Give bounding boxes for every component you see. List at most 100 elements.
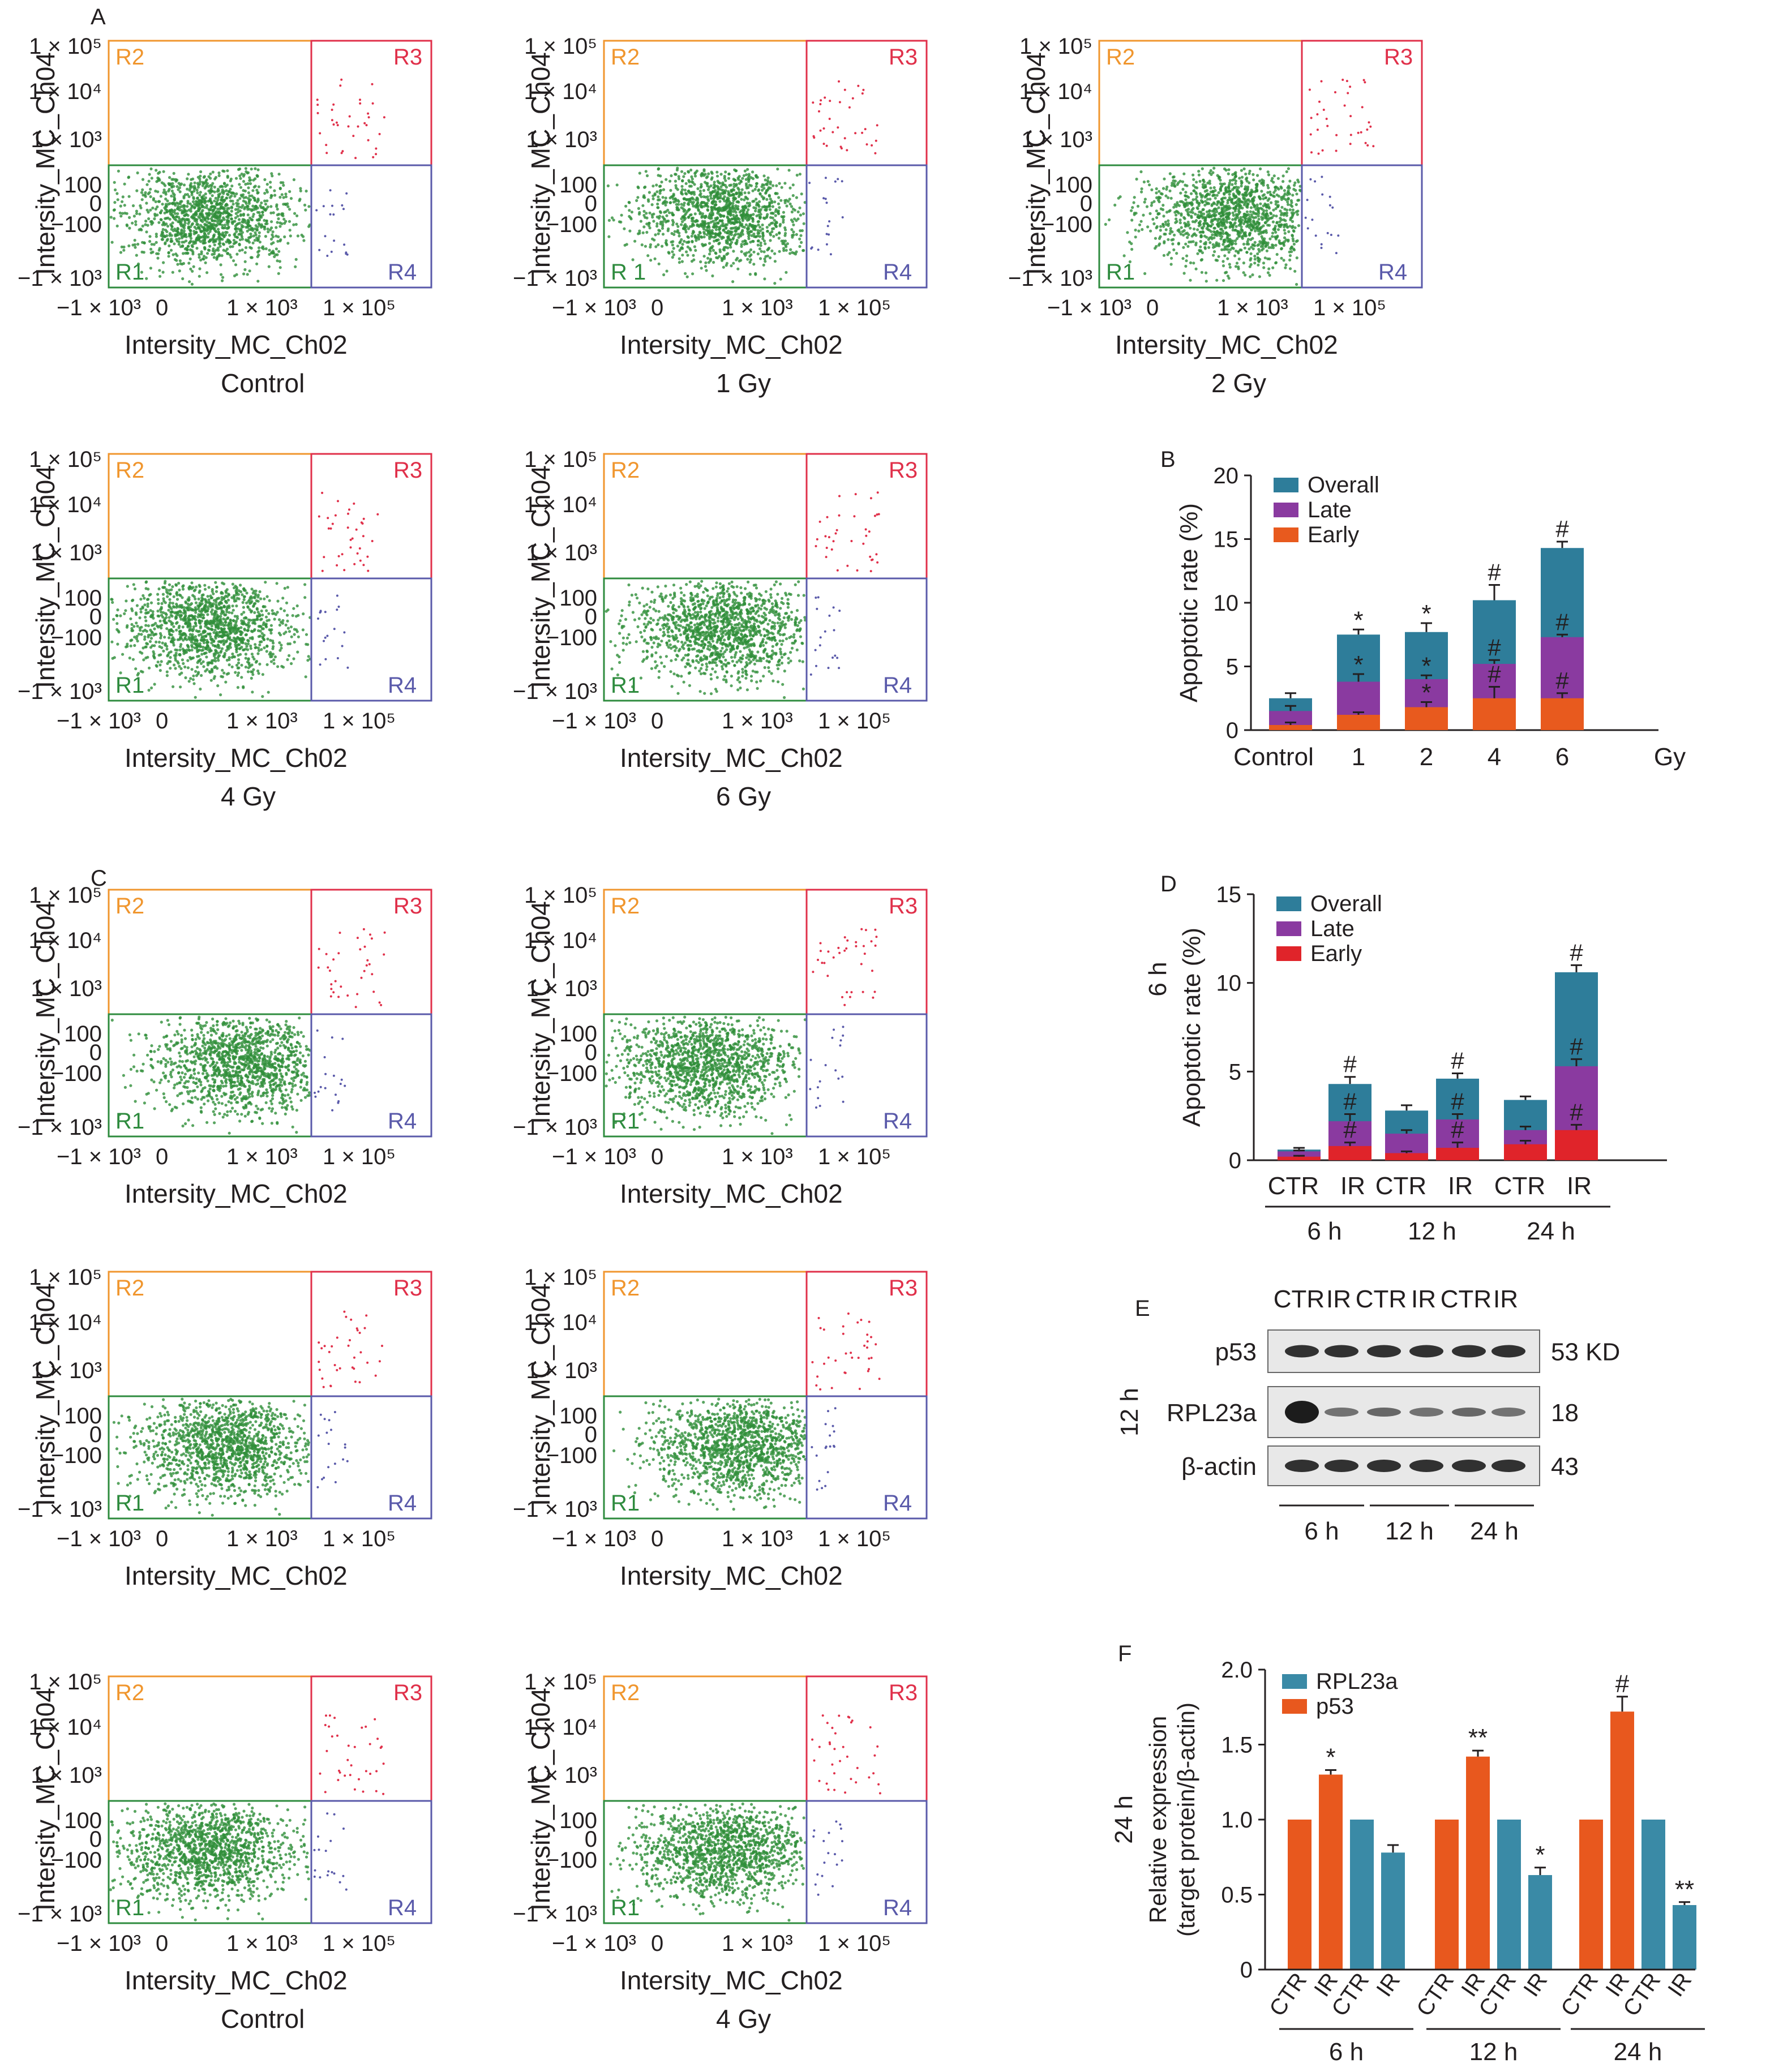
flow-event-dot (198, 207, 202, 211)
flow-event-dot (669, 188, 672, 192)
flow-event-dot (134, 223, 138, 226)
flow-event-dot (221, 200, 225, 204)
flow-event-dot (1258, 179, 1262, 183)
flow-event-dot (256, 218, 260, 222)
flow-event-dot (208, 230, 212, 233)
flow-event-dot (1164, 220, 1167, 224)
flow-event-dot (1275, 215, 1278, 218)
flow-event-dot (761, 188, 764, 192)
flow-event-dot (688, 247, 692, 250)
flow-event-dot (748, 273, 752, 276)
flow-event-dot (161, 228, 165, 231)
flow-event-dot (176, 212, 179, 216)
flow-event-dot (647, 224, 650, 228)
flow-event-dot (325, 152, 328, 155)
flow-event-dot (778, 182, 781, 185)
flow-event-dot (1195, 181, 1198, 184)
flow-event-dot (648, 221, 651, 225)
flow-y-tick-label: 100 (64, 173, 102, 198)
flow-event-dot (774, 210, 777, 213)
flow-event-dot (675, 205, 679, 209)
flow-event-dot (838, 101, 841, 104)
flow-event-dot (1274, 230, 1278, 234)
flow-event-dot (190, 223, 194, 226)
flow-event-dot (220, 609, 224, 612)
flow-event-dot (721, 222, 725, 225)
flow-event-dot (1162, 254, 1165, 257)
flow-event-dot (1235, 204, 1238, 208)
flow-event-dot (174, 215, 178, 218)
flow-event-dot (774, 214, 777, 217)
flow-event-dot (263, 199, 267, 203)
flow-event-dot (680, 185, 684, 188)
flow-event-dot (149, 609, 152, 612)
flow-event-dot (755, 182, 758, 185)
flow-event-dot (748, 183, 751, 187)
flow-event-dot (192, 196, 195, 199)
flow-event-dot (1180, 226, 1183, 229)
flow-event-dot (1268, 257, 1271, 261)
flow-event-dot (782, 247, 786, 250)
flow-event-dot (745, 211, 749, 214)
flow-event-dot (232, 259, 235, 263)
flow-event-dot (645, 222, 649, 226)
flow-event-dot (286, 205, 290, 208)
flow-event-dot (736, 217, 739, 221)
flow-y-tick-label: 1 × 10⁵ (524, 34, 597, 59)
flow-event-dot (680, 217, 683, 221)
flow-event-dot (774, 192, 777, 195)
flow-event-dot (796, 217, 800, 221)
flow-event-dot (122, 248, 126, 252)
flow-event-dot (165, 230, 169, 233)
flow-event-dot (763, 257, 766, 261)
flow-event-dot (240, 619, 243, 623)
flow-event-dot (169, 237, 173, 241)
flow-event-dot (1214, 244, 1217, 248)
flow-event-dot (192, 190, 196, 193)
flow-event-dot (222, 218, 226, 221)
flow-event-dot (1295, 203, 1298, 207)
flow-event-dot (718, 200, 722, 203)
flow-event-dot (239, 229, 243, 232)
flow-event-dot (257, 185, 260, 188)
flow-event-dot (749, 253, 753, 256)
flow-event-dot (203, 235, 206, 239)
flow-event-dot (635, 199, 638, 202)
flow-event-dot (700, 235, 704, 239)
flow-event-dot (229, 187, 232, 191)
flow-event-dot (697, 208, 700, 212)
flow-event-dot (1191, 211, 1194, 215)
flow-event-dot (691, 202, 695, 205)
flow-event-dot (148, 173, 151, 176)
flow-event-dot (758, 216, 762, 219)
flow-event-dot (182, 183, 186, 187)
flow-event-dot (670, 174, 673, 178)
flow-event-dot (764, 191, 768, 195)
flow-event-dot (660, 181, 663, 184)
flow-event-dot (375, 147, 378, 150)
flow-event-dot (145, 598, 149, 601)
flow-event-dot (694, 198, 698, 201)
flow-event-dot (1220, 248, 1224, 251)
flow-event-dot (115, 192, 119, 195)
flow-event-dot (1148, 183, 1151, 187)
flow-event-dot (1215, 208, 1218, 211)
flow-event-dot (277, 250, 281, 253)
flow-event-dot (1288, 254, 1292, 258)
flow-event-dot (1231, 246, 1234, 250)
flow-event-dot (331, 119, 333, 122)
flow-event-dot (242, 189, 245, 192)
flow-event-dot (168, 583, 172, 586)
flow-event-dot (739, 234, 743, 238)
flow-event-dot (279, 607, 282, 611)
flow-event-dot (808, 182, 811, 185)
flow-event-dot (1263, 256, 1267, 260)
flow-event-dot (1349, 143, 1352, 145)
flow-event-dot (220, 207, 224, 210)
flow-event-dot (199, 180, 202, 183)
flow-event-dot (1360, 131, 1362, 134)
flow-event-dot (172, 185, 175, 188)
flow-event-dot (132, 583, 135, 586)
flow-event-dot (165, 222, 168, 226)
